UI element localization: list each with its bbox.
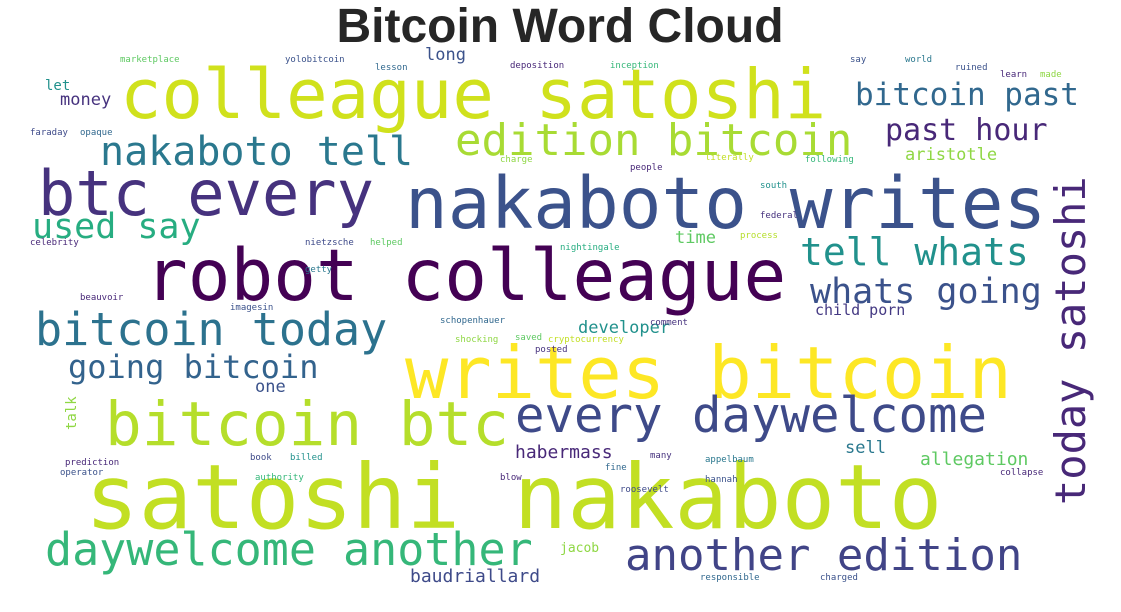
word: used say — [32, 207, 201, 247]
word: deposition — [510, 61, 564, 71]
word: people — [630, 163, 663, 173]
word: nietzsche — [305, 238, 354, 248]
word: literally — [705, 153, 754, 163]
word: collapse — [1000, 468, 1043, 478]
word: daywelcome another — [45, 523, 533, 576]
word: schopenhauer — [440, 316, 506, 326]
word: let — [45, 78, 70, 94]
word: time — [675, 228, 716, 248]
word: nightingale — [560, 243, 620, 253]
word: satoshi nakaboto — [85, 445, 942, 549]
word: opaque — [80, 128, 113, 138]
title: Bitcoin Word Cloud — [336, 0, 783, 53]
word: past hour — [885, 113, 1048, 148]
word: celebrity — [30, 238, 79, 248]
word: getty — [305, 265, 333, 275]
word: going bitcoin — [68, 348, 318, 386]
word: whats going — [810, 272, 1042, 312]
word: tell whats — [800, 230, 1029, 274]
word: imagesin — [230, 303, 273, 313]
word: child porn — [815, 301, 905, 319]
word: habermass — [515, 442, 613, 463]
word: yolobitcoin — [285, 55, 345, 65]
word: bitcoin today — [35, 303, 387, 356]
word: charge — [500, 155, 533, 165]
word: sell — [845, 438, 886, 458]
word: robot colleague — [145, 234, 786, 317]
word: prediction — [65, 458, 119, 468]
word: made — [1040, 70, 1062, 80]
word: authority — [255, 473, 304, 483]
word: long — [425, 45, 466, 65]
word: saved — [515, 333, 542, 343]
word: south — [760, 181, 787, 191]
word: blow — [500, 473, 522, 483]
word: faraday — [30, 128, 69, 138]
word: hannah — [705, 475, 738, 485]
word: operator — [60, 468, 104, 478]
word: btc every — [38, 157, 374, 230]
word: nakaboto tell — [100, 129, 413, 175]
word: talk — [64, 396, 80, 430]
word: edition bitcoin — [455, 115, 852, 166]
word: fine — [605, 463, 627, 473]
word: billed — [290, 453, 323, 463]
word: allegation — [920, 449, 1028, 470]
word: say — [850, 55, 867, 65]
word: book — [250, 453, 272, 463]
word: following — [805, 155, 854, 165]
word: beauvoir — [80, 293, 124, 303]
word: inception — [610, 61, 659, 71]
word: world — [905, 55, 932, 65]
word: federal — [760, 211, 798, 221]
word: comment — [650, 318, 688, 328]
word: baudriallard — [410, 566, 540, 587]
word: cryptocurrency — [548, 335, 624, 345]
word: shocking — [455, 335, 498, 345]
word: colleague satoshi — [120, 55, 826, 135]
word: nakaboto writes — [405, 162, 1046, 245]
word: appelbaum — [705, 455, 754, 465]
word: writes bitcoin — [405, 331, 1012, 415]
word: responsible — [700, 573, 760, 583]
word: lesson — [375, 63, 408, 73]
word: bitcoin past — [855, 77, 1079, 113]
word: another edition — [625, 530, 1022, 581]
word: jacob — [560, 541, 599, 556]
word: every daywelcome — [515, 387, 987, 444]
word: developer — [578, 318, 670, 338]
word: learn — [1000, 70, 1027, 80]
word: one — [255, 377, 286, 397]
word: ruined — [955, 63, 988, 73]
word: helped — [370, 238, 403, 248]
word: charged — [820, 573, 858, 583]
word: roosevelt — [620, 485, 669, 495]
word: process — [740, 231, 778, 241]
word: aristotle — [905, 145, 997, 165]
word: many — [650, 451, 672, 461]
word: money — [60, 90, 111, 110]
word: bitcoin btc — [105, 389, 509, 460]
word: marketplace — [120, 55, 180, 65]
word: posted — [535, 345, 568, 355]
word: today satoshi — [1046, 176, 1095, 505]
